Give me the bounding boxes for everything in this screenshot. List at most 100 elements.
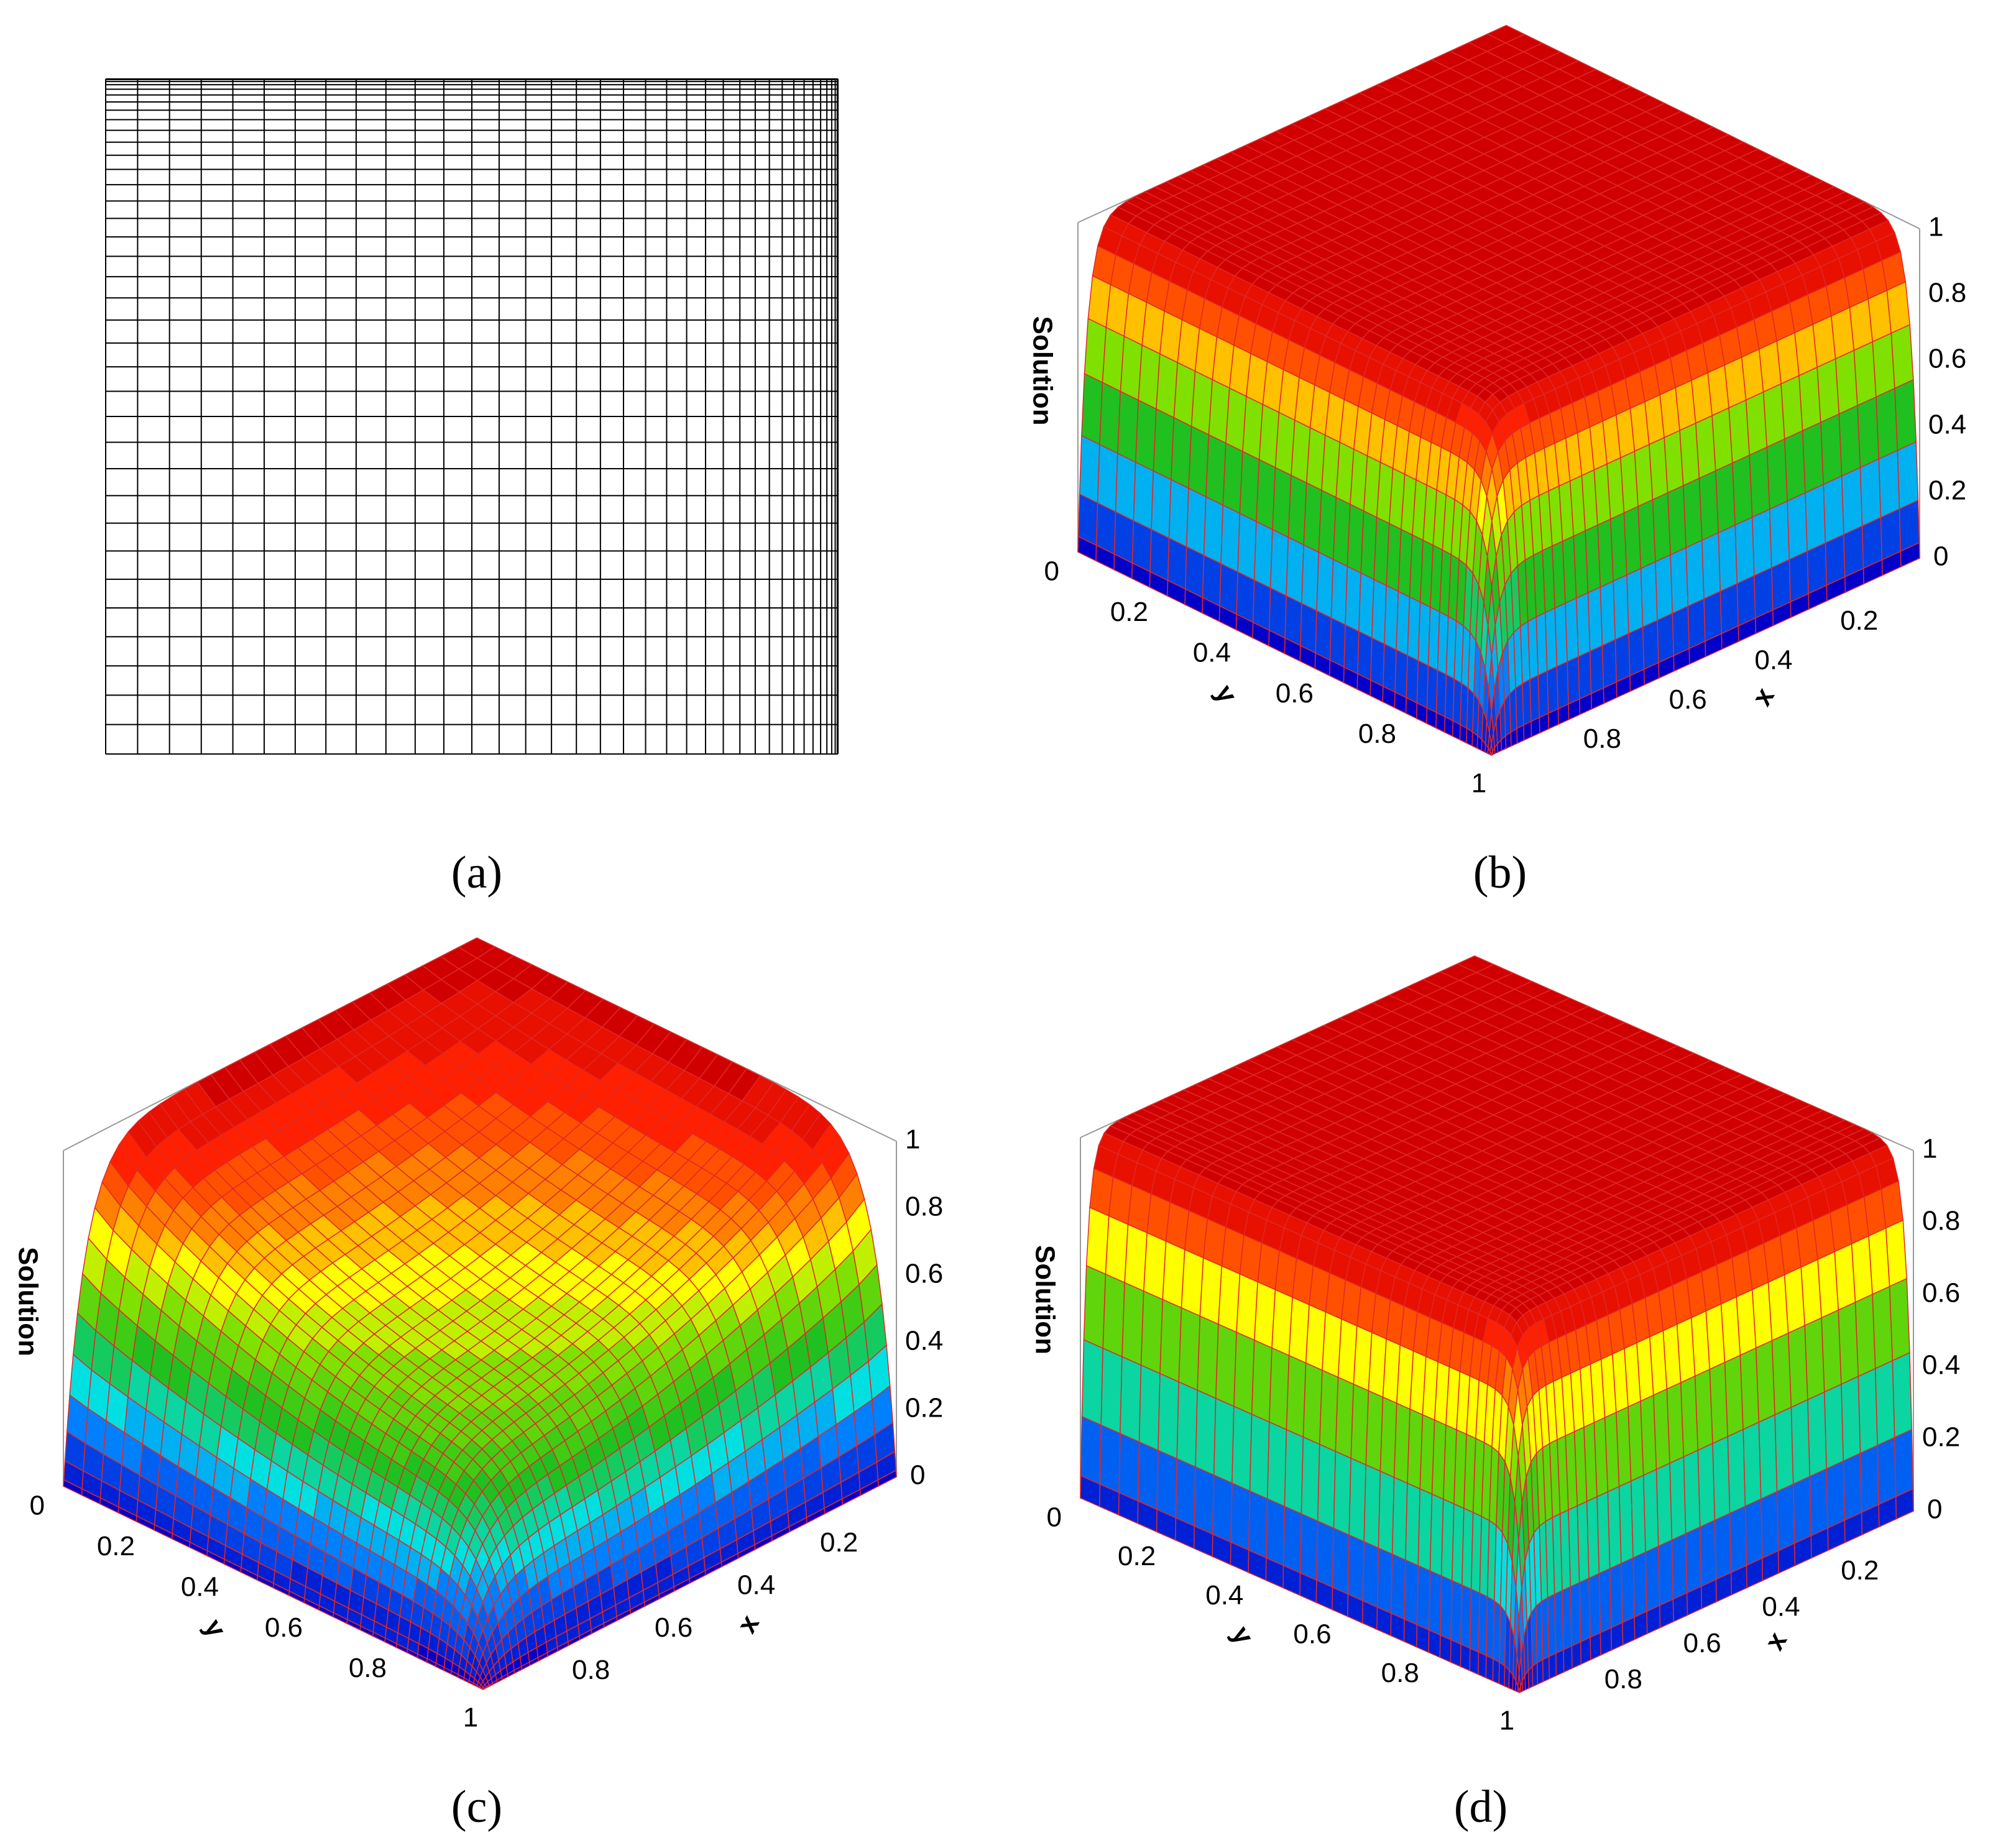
surface-cell — [1655, 554, 1673, 622]
surface-cell — [1742, 1421, 1762, 1507]
surface-cell — [1151, 470, 1172, 539]
surface-cell — [1156, 1450, 1177, 1519]
surface-cell — [1587, 586, 1603, 652]
surface-cell — [1729, 1506, 1747, 1574]
surface-cell — [1790, 1399, 1810, 1485]
surface-cell — [1269, 1347, 1290, 1431]
surface-cell — [1213, 1397, 1235, 1484]
surface-cell — [1405, 1483, 1421, 1566]
surface-plot: 0.2 0.4 0.6 0.8 1 0 0.2 0.4 0.6 0.8 1 0 0.2 0.4 0.6 0.8… — [1027, 25, 1966, 799]
surface-cell — [1787, 1325, 1808, 1409]
surface-cell — [1469, 1647, 1480, 1675]
surface-cell — [1784, 430, 1806, 502]
surface-cell — [1199, 1257, 1223, 1325]
x-tick-label: 0.6 — [655, 1612, 693, 1643]
z-tick-label: 0.6 — [1922, 1278, 1960, 1308]
surface-cell — [1138, 1364, 1161, 1451]
surface-cell — [1601, 638, 1617, 689]
surface-cell — [1319, 1369, 1339, 1453]
surface-cell — [1766, 438, 1788, 510]
surface-cell — [1133, 461, 1154, 530]
surface-cell — [1284, 595, 1302, 646]
surface-cell — [1188, 425, 1210, 498]
surface-cell — [1736, 575, 1756, 627]
surface-cell — [1626, 568, 1644, 635]
surface-cell — [1715, 462, 1736, 534]
surface-cell — [1466, 727, 1473, 747]
y-tick-label: 0 — [1044, 556, 1059, 587]
panel-label: (a) — [451, 847, 502, 898]
surface-cell — [1578, 1577, 1591, 1643]
surface-cell — [1450, 1579, 1463, 1645]
surface-cell — [1348, 1457, 1366, 1543]
y-tick-label: 0.2 — [97, 1531, 135, 1561]
surface-cell — [1537, 670, 1549, 719]
surface-cell — [1825, 533, 1846, 586]
z-axis-label: Solution — [1029, 1245, 1060, 1354]
surface-cell — [1655, 1462, 1673, 1547]
x-tick-label: 0.8 — [1583, 724, 1621, 754]
x-tick-label: 0.4 — [737, 1570, 775, 1600]
surface-cell — [1239, 451, 1260, 523]
surface-cell — [1804, 1317, 1825, 1400]
surface-cell — [1485, 1655, 1494, 1682]
surface-cell — [1205, 434, 1227, 506]
y-tick-label: 0.8 — [1358, 719, 1396, 749]
surface-cell — [1859, 1445, 1879, 1514]
surface-cell — [1719, 582, 1739, 635]
surface-cell — [1792, 1476, 1811, 1545]
surface-cell — [1516, 724, 1525, 745]
surface-cell — [1171, 416, 1192, 489]
surface-cell — [1362, 1540, 1379, 1608]
surface-cell — [1357, 630, 1373, 681]
surface-cell — [1547, 666, 1559, 714]
surface-cell — [1614, 632, 1631, 683]
surface-cell — [1428, 1570, 1442, 1636]
surface-cell — [1769, 500, 1790, 569]
surface-cell — [1268, 587, 1287, 639]
surface-cell — [1406, 655, 1419, 704]
surface-cell — [1370, 637, 1385, 687]
surface-cell — [1854, 1294, 1876, 1377]
z-tick-label: 1 — [1928, 212, 1943, 242]
surface-cell — [1181, 1249, 1204, 1317]
surface-cell — [1754, 567, 1774, 619]
surface-cell — [1117, 390, 1139, 463]
surface-cell — [1215, 1323, 1237, 1407]
surface-cell — [1195, 1389, 1217, 1476]
surface-cell — [1197, 1315, 1219, 1399]
surface-cell — [1701, 531, 1721, 600]
surface-cell — [1682, 477, 1703, 549]
surface-cell — [1894, 1428, 1914, 1497]
surface-cell — [1439, 1634, 1452, 1663]
surface-cell — [1788, 550, 1809, 603]
surface-cell — [1699, 1519, 1717, 1588]
surface-cell — [1589, 645, 1604, 695]
surface-cell — [1345, 565, 1361, 633]
surface-cell — [1523, 720, 1532, 742]
surface-cell — [1391, 1553, 1406, 1620]
surface-cell — [1383, 643, 1397, 693]
x-tick-label: 0.6 — [1669, 684, 1707, 715]
surface-cell — [1609, 1562, 1623, 1629]
surface-plot: 0.2 0.4 0.6 0.8 1 0 0.2 0.4 0.6 0.8 1 0 0.2 0.4 0.6 0.8… — [12, 937, 943, 1733]
surface-cell — [1838, 1301, 1859, 1386]
surface-cell — [1807, 542, 1828, 595]
surface-cell — [1632, 1551, 1647, 1618]
surface-cell — [1176, 1381, 1198, 1468]
surface-cell — [1428, 1629, 1441, 1658]
surface-cell — [1563, 1645, 1573, 1673]
surface-cell — [1470, 1588, 1481, 1653]
surface-cell — [1857, 396, 1880, 469]
surface-cell — [1316, 1520, 1335, 1588]
y-tick-label: 0 — [30, 1491, 45, 1521]
surface-cell — [1194, 1466, 1215, 1535]
surface-cell — [1212, 1474, 1233, 1543]
surface-cell — [1237, 512, 1257, 581]
surface-cell — [1332, 1527, 1350, 1595]
surface-cell — [1498, 1661, 1506, 1687]
surface-cell — [1872, 1285, 1894, 1369]
surface-cell — [1776, 1483, 1795, 1552]
x-tick-label: 0 — [1927, 1494, 1942, 1525]
surface-cell — [1426, 664, 1438, 714]
